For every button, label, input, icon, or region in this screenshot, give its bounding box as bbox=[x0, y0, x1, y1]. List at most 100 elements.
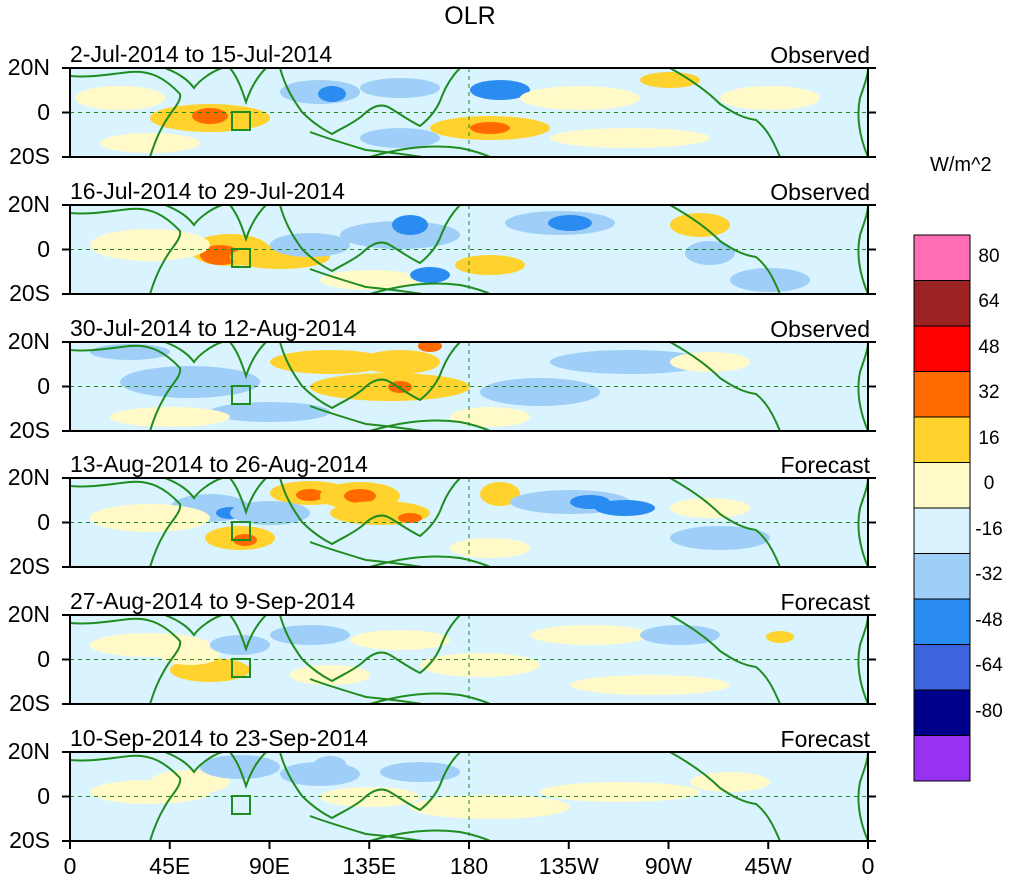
coastline bbox=[309, 131, 423, 157]
coastline bbox=[70, 480, 182, 567]
coastline bbox=[667, 68, 868, 157]
anomaly-blob bbox=[318, 86, 346, 102]
lon-label: 45W bbox=[744, 853, 792, 879]
colorbar-segment bbox=[913, 507, 971, 554]
anomaly-blob bbox=[480, 482, 520, 506]
coastline bbox=[309, 678, 423, 704]
lat-label: 0 bbox=[37, 372, 50, 399]
colorbar-label: 80 bbox=[978, 245, 1000, 267]
panel-kind-label: Forecast bbox=[780, 589, 870, 615]
anomaly-blob bbox=[766, 631, 794, 643]
coastline bbox=[228, 68, 268, 106]
coastline bbox=[278, 615, 462, 683]
anomaly-blob bbox=[270, 625, 350, 645]
coastline bbox=[309, 815, 423, 841]
coastline bbox=[278, 478, 462, 546]
anomaly-blob bbox=[670, 498, 750, 518]
anomaly-blob bbox=[455, 255, 525, 275]
colorbar-segment bbox=[913, 325, 971, 372]
lat-label: 0 bbox=[37, 782, 50, 809]
colorbar-label: 48 bbox=[978, 336, 1000, 358]
anomaly-blob bbox=[420, 653, 540, 677]
coastline bbox=[164, 752, 223, 774]
colorbar-label: -64 bbox=[975, 655, 1003, 676]
lat-label: 20N bbox=[7, 328, 50, 354]
anomaly-blob bbox=[344, 489, 376, 503]
anomaly-blob bbox=[360, 350, 440, 374]
coastline bbox=[667, 342, 868, 431]
anomaly-blob bbox=[730, 268, 810, 292]
lat-label: 20S bbox=[9, 280, 50, 306]
coastline bbox=[228, 478, 268, 516]
units-label: W/m^2 bbox=[930, 154, 992, 176]
panel-kind-label: Observed bbox=[770, 42, 870, 68]
colorbar-label: -80 bbox=[975, 700, 1003, 722]
anomaly-blob bbox=[90, 504, 210, 532]
anomaly-blob bbox=[670, 526, 770, 550]
panel-period-label: 16-Jul-2014 to 29-Jul-2014 bbox=[70, 178, 345, 204]
anomaly-blob bbox=[410, 267, 450, 283]
coastline bbox=[309, 268, 423, 294]
coastline bbox=[309, 405, 423, 431]
lon-label: 0 bbox=[861, 853, 875, 879]
colorbar-segment bbox=[913, 234, 971, 281]
coastline bbox=[228, 752, 268, 790]
anomaly-blob bbox=[90, 633, 210, 657]
anomaly-blob bbox=[380, 762, 460, 782]
anomaly-blob bbox=[450, 538, 530, 558]
lon-label: 90E bbox=[249, 853, 290, 879]
anomaly-blob bbox=[340, 221, 460, 249]
anomaly-blob bbox=[540, 782, 700, 802]
coastline bbox=[278, 342, 462, 410]
coastline bbox=[228, 342, 268, 380]
anomaly-blob bbox=[685, 241, 735, 265]
panel-period-label: 13-Aug-2014 to 26-Aug-2014 bbox=[70, 451, 368, 477]
coastline bbox=[667, 752, 868, 841]
coastline bbox=[164, 205, 223, 227]
lat-label: 0 bbox=[37, 98, 50, 125]
coastline bbox=[70, 754, 182, 841]
coastline bbox=[309, 541, 423, 567]
anomaly-blob bbox=[418, 342, 442, 352]
coastline bbox=[228, 205, 268, 243]
coastline bbox=[278, 752, 462, 820]
anomaly-blob bbox=[550, 350, 710, 374]
lat-label: 20N bbox=[7, 54, 50, 80]
lat-label: 0 bbox=[37, 508, 50, 535]
lat-label: 20S bbox=[9, 143, 50, 169]
anomaly-blob bbox=[690, 772, 770, 792]
lat-label: 20S bbox=[9, 553, 50, 579]
anomaly-blob bbox=[360, 78, 440, 98]
panel-period-label: 27-Aug-2014 to 9-Sep-2014 bbox=[70, 588, 356, 614]
colorbar-segment bbox=[913, 598, 971, 645]
anomaly-blob bbox=[410, 795, 570, 819]
anomaly-blob bbox=[75, 86, 165, 110]
lon-label: 135E bbox=[342, 853, 397, 879]
anomaly-blob bbox=[120, 366, 260, 398]
coastline bbox=[278, 205, 462, 273]
colorbar-segment bbox=[913, 462, 971, 509]
anomaly-blob bbox=[520, 86, 640, 110]
coastline bbox=[164, 342, 223, 364]
colorbar-segment bbox=[913, 280, 971, 327]
colorbar-segment bbox=[913, 416, 971, 463]
colorbar-label: 16 bbox=[978, 427, 1000, 449]
anomaly-blob bbox=[470, 122, 510, 134]
lat-label: 20N bbox=[7, 191, 50, 217]
anomaly-blob bbox=[270, 233, 350, 257]
colorbar-segment bbox=[913, 553, 971, 600]
anomaly-blob bbox=[210, 635, 270, 655]
figure-title: OLR bbox=[444, 2, 496, 30]
anomaly-blob bbox=[90, 780, 210, 804]
anomaly-blob bbox=[192, 108, 228, 124]
lon-label: 180 bbox=[449, 853, 489, 879]
coastline bbox=[667, 205, 868, 294]
colorbar-segment bbox=[913, 689, 971, 736]
anomaly-blob bbox=[595, 500, 655, 516]
lat-label: 20N bbox=[7, 464, 50, 490]
coastline bbox=[164, 615, 223, 637]
anomaly-blob bbox=[640, 625, 720, 645]
panel-kind-label: Observed bbox=[770, 316, 870, 342]
coastline bbox=[164, 478, 223, 500]
